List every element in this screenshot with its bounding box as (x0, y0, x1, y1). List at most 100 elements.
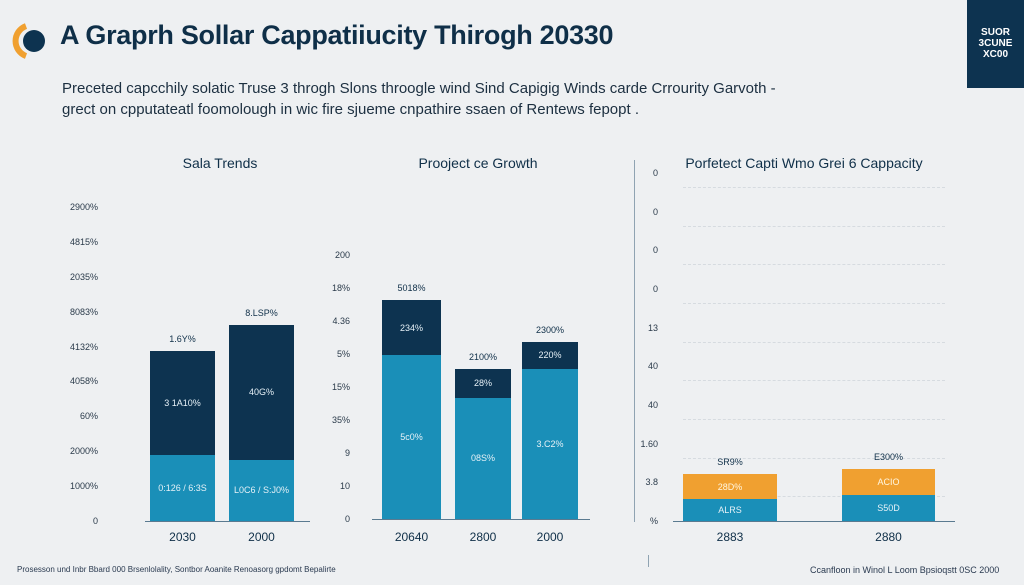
bar-total-label: SR9% (717, 457, 743, 468)
y-tick-label: 4.36 (332, 316, 350, 326)
gridline (683, 341, 945, 343)
y-tick-label: 2900% (69, 202, 98, 212)
gridline (683, 225, 945, 227)
x-tick-label: 20640 (394, 530, 429, 544)
x-tick-label: 2880 (875, 530, 902, 544)
bar-segment-top[interactable]: 40G% (229, 324, 294, 460)
corner-badge-line: XC00 (982, 49, 1008, 60)
y-tick-label: 40 (647, 400, 658, 410)
bar-segment-base[interactable]: 5c0% (382, 355, 441, 519)
y-tick-label: 0 (652, 284, 658, 294)
bar-segment-top[interactable]: ACIO (842, 468, 935, 495)
stacked-bar[interactable]: 5c0% 234% 5018% (382, 283, 441, 519)
bar-segment-base[interactable]: 3.C2% (522, 368, 578, 519)
bar-segment-label: S50D (877, 502, 900, 513)
y-tick-label: 0 (652, 168, 658, 178)
stacked-bar[interactable]: 08S% 28% 2100% (455, 352, 511, 519)
y-tick-label: 4815% (69, 236, 98, 247)
x-tick-label: 2030 (169, 530, 196, 544)
bar-total-label: E300% (873, 451, 904, 462)
bar-segment-label: ACIO (877, 476, 900, 487)
stacked-bar[interactable]: 0:126 / 6:3S 3 1A10% 1.6Y% (150, 334, 215, 521)
bar-segment-top[interactable]: 28% (455, 368, 511, 398)
bar-total-label: 5018% (397, 282, 426, 293)
x-tick-label: 2883 (716, 530, 744, 544)
x-tick-label: 2000 (536, 530, 564, 544)
gridline (683, 419, 945, 420)
bar-segment-label: 40G% (248, 387, 274, 398)
y-tick-label: 3.8 (645, 477, 658, 488)
y-tick-label: 5% (336, 349, 350, 359)
bar-total-label: 8.LSP% (245, 307, 278, 318)
chart-title: Sala Trends (182, 155, 258, 171)
gridline (683, 303, 945, 304)
y-tick-label: % (649, 516, 658, 526)
bar-segment-top[interactable]: 234% (382, 299, 441, 356)
y-tick-label: 2035% (69, 271, 98, 282)
bar-segment-base[interactable]: 08S% (455, 397, 511, 519)
bar-segment-label: 28% (473, 378, 492, 389)
y-tick-label: 0 (92, 516, 98, 526)
y-tick-label: 15% (331, 382, 350, 392)
bar-segment-label: ALRS (718, 505, 742, 516)
y-tick-label: 35% (331, 415, 350, 425)
gridline (683, 380, 945, 382)
x-axis-baseline (372, 519, 590, 520)
x-axis-baseline (145, 521, 310, 522)
gridline (683, 496, 945, 498)
corner-badge-line: 3CUNE (978, 38, 1013, 49)
subtitle-line-2: grect on cpputateatl foomolough in wic f… (62, 101, 639, 118)
y-tick-label: 4132% (69, 341, 98, 352)
y-tick-label: 1000% (69, 481, 98, 492)
y-tick-label: 10 (339, 481, 350, 491)
logo-icon (12, 22, 48, 60)
stacked-bar[interactable]: ALRS 28D% SR9% (683, 457, 777, 521)
y-tick-label: 0 (652, 245, 658, 256)
bar-segment-base[interactable]: S50D (842, 494, 935, 521)
gridline (683, 187, 945, 188)
gridline (683, 457, 945, 459)
page-title: A Graprh Sollar Cappatiiucity Thirogh 20… (60, 20, 614, 50)
bar-segment-label: 5c0% (400, 432, 423, 443)
divider-line-footer (648, 555, 649, 567)
bar-segment-top[interactable]: 28D% (683, 474, 777, 500)
y-tick-label: 0 (344, 514, 350, 524)
corner-badge: SUOR 3CUNE XC00 (967, 0, 1024, 88)
y-tick-label: 0 (652, 206, 658, 217)
bar-segment-label: 0:126 / 6:3S (158, 483, 207, 494)
bar-segment-base[interactable]: 0:126 / 6:3S (150, 455, 215, 521)
bar-total-label: 2100% (468, 351, 498, 362)
bar-segment-top[interactable]: 220% (522, 342, 578, 369)
chart-title: Porfetect Capti Wmo Grei 6 Cappacity (685, 155, 923, 171)
bar-segment-label: 3 1A10% (164, 398, 201, 409)
y-tick-label: 18% (331, 283, 350, 293)
bar-segment-label: 28D% (717, 481, 743, 492)
y-tick-label: 1.60 (640, 438, 658, 449)
bar-segment-label: 220% (538, 350, 562, 361)
stacked-bar[interactable]: S50D ACIO E300% (842, 452, 935, 521)
bar-segment-top[interactable]: 3 1A10% (150, 351, 215, 456)
y-tick-label: 8083% (69, 306, 98, 317)
footer-source: Prosesson und Inbr Bbard 000 Brsenlolali… (17, 565, 336, 574)
y-tick-label: 2000% (69, 446, 98, 457)
stacked-bar[interactable]: 3.C2% 220% 2300% (522, 325, 578, 519)
bar-segment-label: 234% (399, 322, 424, 333)
stacked-bar[interactable]: L0C6 / S:J0% 40G% 8.LSP% (229, 308, 294, 521)
divider-line (634, 160, 635, 522)
x-tick-label: 2000 (248, 530, 275, 544)
bar-segment-label: 08S% (470, 453, 496, 464)
bar-segment-label: L0C6 / S:J0% (233, 485, 290, 496)
bar-segment-base[interactable]: ALRS (683, 499, 777, 521)
y-tick-label: 13 (647, 322, 658, 333)
bar-segment-base[interactable]: L0C6 / S:J0% (229, 459, 294, 521)
gridline (683, 264, 945, 266)
y-tick-label: 60% (79, 411, 98, 422)
corner-badge-line: SUOR (981, 27, 1010, 38)
x-axis-baseline (673, 521, 955, 522)
y-tick-label: 40 (647, 361, 658, 372)
chart-title: Prooject ce Growth (418, 155, 538, 171)
y-tick-label: 200 (334, 250, 350, 260)
bar-total-label: 1.6Y% (169, 334, 196, 345)
subtitle-line-1: Preceted capcchily solatic Truse 3 throg… (62, 80, 776, 97)
x-tick-label: 2800 (469, 530, 497, 544)
